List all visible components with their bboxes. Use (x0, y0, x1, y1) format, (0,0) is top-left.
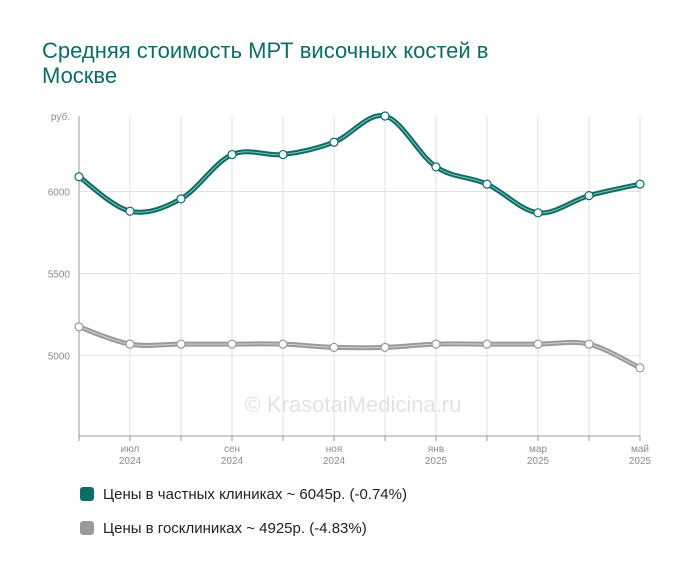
data-point (278, 339, 288, 349)
series-line-highlight-1 (78, 326, 641, 369)
price-chart: © KrasotaiMedicina.ru 500055006000руб.ию… (48, 111, 652, 467)
y-tick-label: 5500 (48, 270, 71, 281)
x-tick-label: май (631, 444, 649, 455)
axes: 500055006000руб.июл2024сен2024ноя2024янв… (48, 111, 652, 467)
y-tick-label: 6000 (48, 187, 71, 198)
x-tick-year-label: 2024 (119, 456, 142, 467)
x-tick-label: янв (428, 444, 444, 455)
series-line-highlight-0 (78, 115, 641, 214)
series-0 (74, 111, 645, 218)
x-tick-label: июл (121, 444, 140, 455)
y-tick-label: 5000 (48, 352, 71, 363)
series-layer (74, 111, 645, 373)
data-point (584, 190, 594, 201)
data-point (329, 137, 339, 147)
x-tick-year-label: 2025 (527, 456, 550, 467)
watermark: © KrasotaiMedicina.ru (245, 392, 462, 417)
data-point (584, 339, 594, 349)
data-point (125, 206, 135, 216)
data-point (227, 339, 237, 349)
x-tick-label: ноя (326, 444, 343, 455)
x-tick-year-label: 2024 (323, 456, 346, 467)
data-point (227, 149, 237, 160)
legend-item-state[interactable]: Цены в госклиниках ~ 4925р. (-4.83%) (80, 518, 407, 538)
data-point (431, 339, 441, 349)
grid (79, 116, 641, 436)
x-tick-label: мар (529, 444, 547, 455)
data-point (635, 363, 645, 373)
data-point (176, 194, 186, 204)
x-tick-label: сен (224, 444, 240, 455)
series-1 (74, 322, 645, 373)
data-point (176, 339, 186, 349)
data-point (74, 172, 84, 182)
data-point (278, 149, 288, 160)
series-line-0 (76, 113, 643, 216)
y-axis-label: руб. (51, 111, 70, 123)
data-point (74, 322, 84, 332)
data-point (533, 339, 543, 349)
x-tick-year-label: 2025 (629, 456, 652, 467)
data-point (533, 208, 543, 218)
legend: Цены в частных клиниках ~ 6045р. (-0.74%… (80, 484, 407, 552)
legend-label-private: Цены в частных клиниках ~ 6045р. (-0.74%… (103, 485, 407, 503)
chart-title: Средняя стоимость МРТ височных костей в … (42, 38, 489, 88)
x-tick-year-label: 2024 (221, 456, 244, 467)
data-point (482, 339, 492, 349)
legend-item-private[interactable]: Цены в частных клиниках ~ 6045р. (-0.74%… (80, 484, 407, 504)
data-point (380, 342, 390, 352)
data-point (380, 111, 390, 121)
data-point (431, 162, 441, 172)
data-point (482, 179, 492, 189)
data-point (125, 339, 135, 349)
data-point (329, 342, 339, 352)
legend-swatch-private (80, 487, 94, 501)
data-point (635, 179, 645, 189)
x-tick-year-label: 2025 (425, 456, 448, 467)
legend-swatch-state (80, 521, 94, 535)
legend-label-state: Цены в госклиниках ~ 4925р. (-4.83%) (103, 519, 367, 537)
